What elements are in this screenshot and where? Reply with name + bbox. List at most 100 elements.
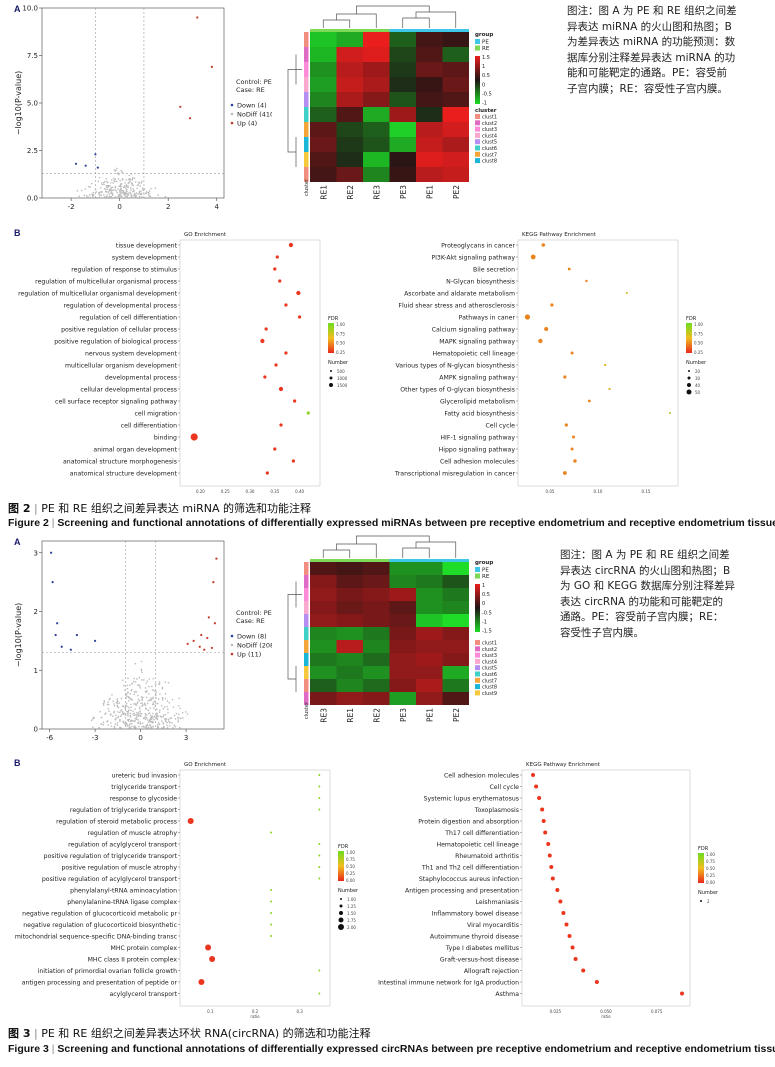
f3v-nodiff-point (132, 713, 134, 715)
f2v-nodiff-point (119, 179, 122, 182)
f2v-nodiff-point (124, 191, 127, 194)
f2h-heat-cell (442, 62, 469, 77)
f2v-nodiff-point (121, 189, 123, 192)
f3v-legend-title-2: Case: RE (236, 617, 265, 625)
f2go-fdr-title: FDR (328, 316, 339, 322)
f3kg-number-title: Number (698, 890, 719, 896)
f3h-cluster-axis-label: cluster (304, 701, 310, 719)
f2h-heat-cell (310, 62, 337, 77)
f3h-color-scale (475, 584, 480, 632)
f3h-legend-cluster-swatch (475, 690, 480, 696)
f2v-down-point (94, 153, 97, 156)
f2kg-dot (608, 387, 611, 391)
f2kg-number-dot (687, 383, 691, 387)
f2go-term-label: positive regulation of biological proces… (54, 339, 177, 346)
f3h-legend-cluster-label: clust7 (482, 678, 497, 684)
f3h-legend-cluster-label: clust4 (482, 659, 497, 665)
f2h-heat-cell (389, 107, 416, 122)
f3go-number-tick: 1.50 (347, 911, 356, 916)
f3v-nodiff-point (150, 718, 153, 721)
f3v-nodiff-point (128, 724, 131, 726)
f3h-heat-cell (336, 692, 363, 705)
f3v-nodiff-point (124, 689, 126, 691)
f3go-dot (318, 877, 321, 880)
f3h-scale-tick: -1 (482, 619, 487, 625)
f2go-dot (293, 399, 297, 403)
f3v-nodiff-point (93, 717, 95, 719)
f3v-nodiff-point (129, 712, 132, 715)
f2v-nodiff-point (99, 194, 101, 196)
f2h-heat-cell (442, 137, 469, 152)
f3v-up-point (206, 636, 209, 640)
f3v-nodiff-point (147, 727, 150, 729)
f3v-nodiff-point (141, 705, 143, 707)
f2v-xtick-label: 0 (117, 203, 121, 211)
f3go-dot (270, 912, 273, 914)
f3v-nodiff-point (154, 689, 157, 692)
f2v-nodiff-point (125, 192, 128, 194)
f2v-nodiff-point (125, 179, 128, 181)
f3h-scale-tick: 0 (482, 601, 485, 607)
f2v-nodiff-point (122, 186, 125, 189)
f3v-nodiff-point (151, 685, 153, 688)
f3v-nodiff-point (130, 725, 133, 728)
f2h-scale-tick: 0 (482, 82, 485, 88)
panel-label-3a: A (14, 537, 21, 547)
f2v-nodiff-point (113, 168, 116, 171)
f3v-nodiff-point (116, 722, 119, 724)
f3h-heat-cell (442, 666, 469, 679)
f3h-heat-cell (416, 614, 443, 627)
f2h-heat-cell (310, 152, 337, 167)
f3v-nodiff-point (146, 680, 149, 682)
f3v-nodiff-point (135, 704, 138, 706)
f3h-legend-group-label: PE (482, 568, 489, 574)
f3v-nodiff-point (145, 696, 148, 699)
f3go-term-label: acylglycerol transport (109, 991, 177, 998)
f3v-nodiff-point (137, 713, 140, 716)
f2h-heat-cell (416, 107, 443, 122)
f3v-nodiff-point (178, 697, 181, 700)
f2v-legend-dot (230, 121, 234, 125)
f3v-nodiff-point (132, 710, 134, 713)
f2v-nodiff-point (114, 196, 117, 198)
f2v-nodiff-point (99, 187, 102, 189)
f2kg-xtick-label: 0.15 (642, 489, 651, 493)
f2v-nodiff-point (136, 187, 138, 190)
f3kg-dot (567, 934, 572, 938)
f2kg-dot (604, 363, 607, 367)
f3v-nodiff-point (139, 722, 142, 725)
f2v-nodiff-point (103, 187, 106, 190)
f2v-nodiff-point (106, 186, 108, 189)
f3kg-plot-frame (521, 769, 691, 1007)
f3v-nodiff-point (155, 713, 157, 716)
f3h-heat-cell (389, 614, 416, 627)
f3v-nodiff-point (122, 679, 124, 681)
f3kg-xtick-label: 0.025 (550, 1009, 562, 1014)
f3h-heat-cell (336, 562, 363, 575)
f2h-group-bar (389, 29, 416, 33)
f2go-dot (284, 351, 288, 355)
f3go-dot (198, 979, 205, 985)
f3v-nodiff-point (165, 718, 168, 720)
f2kg-dot (541, 243, 546, 247)
f2v-nodiff-point (106, 194, 108, 196)
f3v-nodiff-point (153, 707, 155, 709)
f3h-legend-cluster-label: clust1 (482, 641, 497, 647)
f3v-down-point (54, 633, 57, 637)
f2v-nodiff-point (120, 195, 122, 197)
f2h-heat-cell (389, 32, 416, 47)
kegg-enrichment-mirna: KEGG Pathway Enrichment Proteoglycans in … (394, 232, 707, 493)
f3v-down-point (69, 648, 72, 651)
f2h-heat-cell (310, 122, 337, 137)
f3v-nodiff-point (129, 697, 131, 699)
f3h-heat-cell (389, 666, 416, 679)
f2go-term-label: regulation of cell differentiation (79, 315, 177, 322)
f3v-nodiff-point (151, 715, 153, 718)
f2h-scale-tick: 0.5 (482, 73, 490, 79)
f3v-nodiff-point (145, 714, 148, 716)
figure3-caption-en: Figure 3 | Screening and functional anno… (8, 1043, 775, 1055)
f2h-column-label: PE1 (425, 185, 434, 199)
f3h-heat-cell (336, 601, 363, 614)
f2go-dot (278, 279, 282, 283)
f3v-nodiff-point (122, 713, 125, 716)
